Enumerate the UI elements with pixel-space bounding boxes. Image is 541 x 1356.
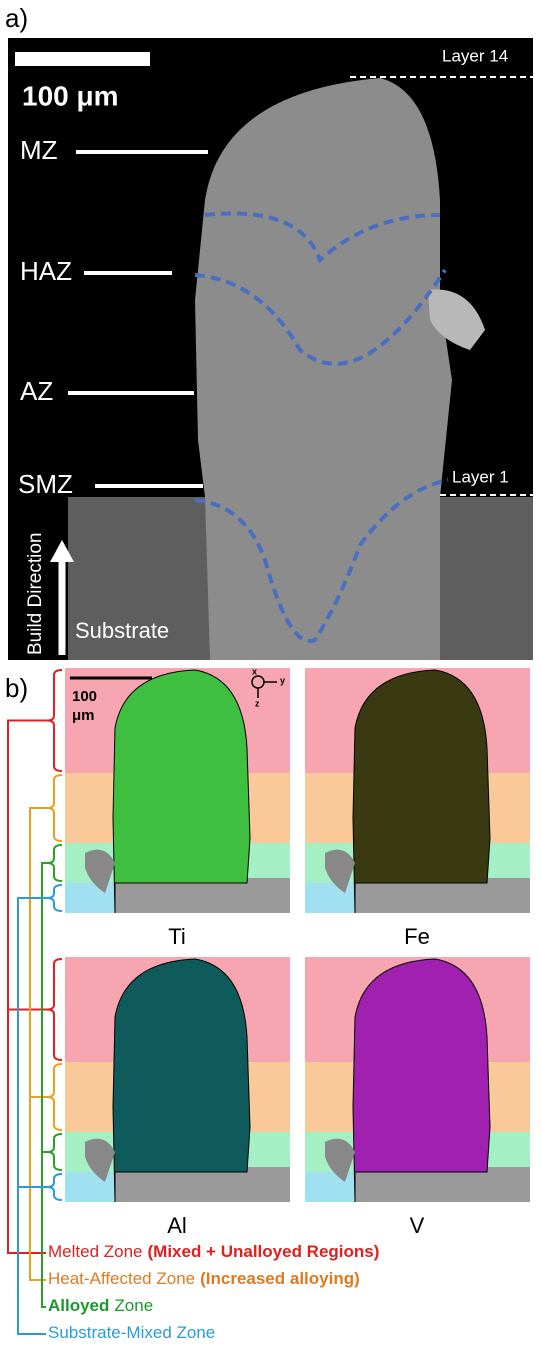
map-shape	[353, 959, 490, 1202]
legend-name: Melted Zone	[48, 1242, 143, 1261]
legend-name: Heat-Affected Zone	[48, 1269, 195, 1288]
map-label: Fe	[404, 924, 430, 949]
zone-bracket	[47, 775, 62, 841]
legend-note: (Increased alloying)	[200, 1269, 360, 1288]
legend-bold: Alloyed	[48, 1296, 109, 1315]
element-map: Ti	[65, 668, 290, 949]
layer-label: Layer 14	[442, 46, 508, 65]
brackets	[8, 670, 62, 1334]
legend-item: Melted Zone (Mixed + Unalloyed Regions)	[48, 1242, 379, 1261]
legend-name: Zone	[114, 1296, 153, 1315]
scale-label: μm	[72, 707, 95, 724]
axis-label: z	[255, 698, 260, 708]
zone-bracket	[47, 670, 62, 771]
zone-bracket	[47, 885, 62, 911]
figure: a) 100 μm Layer 14 Layer 1 MZ HAZ AZ SMZ…	[0, 0, 541, 1356]
zone-label: SMZ	[18, 469, 73, 499]
axis-label: y	[280, 675, 285, 685]
map-label: Al	[167, 1213, 187, 1238]
scale-label: 100	[72, 688, 97, 705]
legend-note: (Mixed + Unalloyed Regions)	[148, 1242, 380, 1261]
element-map: Al	[65, 957, 290, 1238]
zone-label: AZ	[20, 376, 53, 406]
substrate-label: Substrate	[75, 618, 169, 643]
panel-label: a)	[5, 3, 28, 33]
panel-label: b)	[5, 673, 28, 703]
legend-item: Substrate-Mixed Zone	[48, 1323, 215, 1342]
element-map: V	[305, 957, 530, 1238]
axis-label: x	[252, 666, 257, 676]
zone-label: MZ	[20, 135, 58, 165]
element-map: Fe	[305, 668, 530, 949]
map-shape	[113, 959, 250, 1202]
bracket-connector	[42, 863, 47, 1307]
scale-bar	[15, 52, 150, 66]
map-shape	[353, 670, 490, 913]
layer-label: Layer 1	[452, 467, 509, 486]
map-label: V	[410, 1213, 425, 1238]
build-direction-label: Build Direction	[25, 533, 46, 656]
zone-bracket	[47, 1134, 62, 1170]
zone-bracket	[47, 1064, 62, 1130]
legend-name: Substrate-Mixed Zone	[48, 1323, 215, 1342]
scale-label: 100 μm	[22, 80, 119, 111]
map-label: Ti	[168, 924, 186, 949]
map-shape	[113, 670, 250, 913]
legend-item: Alloyed Zone	[48, 1296, 153, 1315]
zone-bracket	[47, 845, 62, 881]
bracket-connector	[30, 808, 47, 1280]
zone-bracket	[47, 959, 62, 1060]
zone-bracket	[47, 1174, 62, 1200]
legend-item: Heat-Affected Zone (Increased alloying)	[48, 1269, 360, 1288]
weld-region	[195, 78, 452, 660]
map-grid: Ti Fe Al V	[65, 668, 530, 1238]
zone-label: HAZ	[20, 256, 72, 286]
